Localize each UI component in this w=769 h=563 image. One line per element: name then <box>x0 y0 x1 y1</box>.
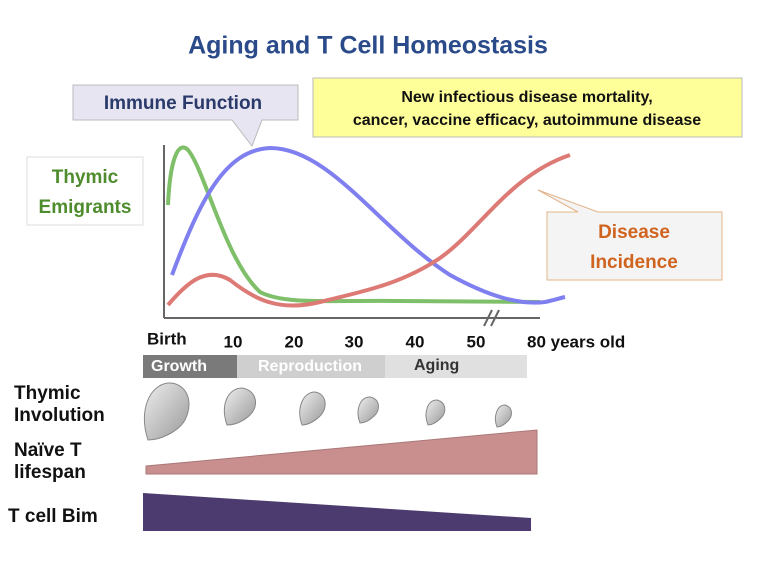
age-label: 30 <box>345 332 364 351</box>
thymus-lobe <box>223 387 257 426</box>
thymus-lobe <box>425 399 446 426</box>
immune-function-callout <box>72 84 299 148</box>
age-label: 80 years old <box>527 332 625 351</box>
stage-bar <box>385 355 527 378</box>
stage-label: Reproduction <box>258 358 362 375</box>
thymus-lobe <box>494 404 512 428</box>
age-label: 10 <box>224 332 243 351</box>
row-label: T cell Bim <box>8 506 98 527</box>
thymic-emigrants-label: Emigrants <box>39 197 132 218</box>
title: Aging and T Cell Homeostasis <box>188 32 548 60</box>
age-label: 20 <box>285 332 304 351</box>
outcomes-box <box>312 77 743 138</box>
outcomes-line: New infectious disease mortality, <box>401 89 652 106</box>
stage-bar <box>143 355 237 378</box>
row-label: Involution <box>14 405 105 426</box>
outcomes-line: cancer, vaccine efficacy, autoimmune dis… <box>353 112 701 129</box>
row-label: lifespan <box>14 462 86 483</box>
thymus-lobe <box>299 391 326 426</box>
stage-bar <box>237 355 385 378</box>
thymus-lobe <box>143 382 190 441</box>
immune-function-curve <box>170 145 566 305</box>
age-label: Birth <box>147 329 187 348</box>
disease-incidence-label: Disease <box>598 222 670 243</box>
thymic-emigrants-box <box>26 156 144 226</box>
row-label: Thymic <box>14 383 81 404</box>
axis-break <box>483 309 500 327</box>
disease-incidence-curve <box>166 153 571 308</box>
row-label: Naïve T <box>14 440 82 461</box>
t-cell-bim-wedge <box>143 493 531 531</box>
stage-label: Aging <box>414 357 459 374</box>
age-label: 50 <box>467 332 486 351</box>
thymic-emigrants-label: Thymic <box>52 167 119 188</box>
age-label: 40 <box>406 332 425 351</box>
stage-label: Growth <box>151 358 207 375</box>
naive-t-lifespan-wedge <box>145 429 538 475</box>
immune-function-label: Immune Function <box>104 93 262 114</box>
disease-incidence-callout <box>537 189 723 281</box>
thymus-lobe <box>357 396 379 424</box>
disease-incidence-label: Incidence <box>590 252 678 273</box>
